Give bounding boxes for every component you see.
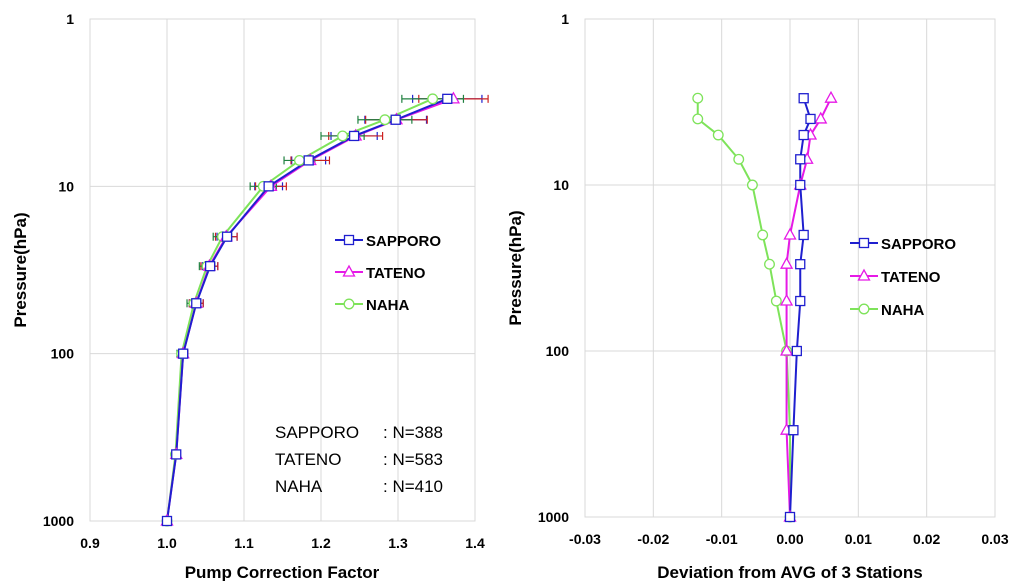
x-tick-label: 0.02 (913, 531, 940, 547)
data-point-sapporo (791, 345, 802, 357)
data-point-naha (379, 114, 391, 126)
data-point-sapporo (795, 154, 806, 165)
x-tick-label: -0.01 (706, 531, 738, 547)
legend-label: NAHA (366, 297, 409, 314)
plot-area (89, 18, 476, 522)
legend-marker (342, 264, 356, 277)
data-point-sapporo (204, 261, 216, 272)
x-tick-label: -0.03 (569, 531, 601, 547)
legend-marker (343, 234, 355, 246)
data-point-naha (757, 229, 769, 241)
data-point-naha (712, 129, 724, 141)
y-tick-label: 10 (58, 178, 74, 194)
data-point-naha (692, 92, 704, 104)
x-tick-label: 1.4 (465, 535, 485, 551)
x-tick-label: 1.3 (388, 535, 408, 551)
data-point-sapporo (348, 130, 360, 142)
data-point-sapporo (784, 511, 796, 523)
legend-label: NAHA (881, 302, 924, 319)
data-point-naha (764, 258, 775, 270)
data-point-sapporo (798, 129, 809, 141)
annotation-station: NAHA (275, 477, 323, 496)
data-point-naha (733, 153, 745, 165)
data-point-sapporo (390, 114, 401, 125)
data-point-tateno (779, 293, 794, 306)
x-tick-label: 0.00 (776, 531, 803, 547)
data-point-sapporo (795, 259, 806, 270)
data-point-naha (337, 130, 349, 142)
legend-label: TATENO (366, 265, 426, 282)
x-tick-label: 1.2 (311, 535, 331, 551)
annotation-station: TATENO (275, 450, 341, 469)
legend-marker (858, 237, 870, 249)
x-tick-label: 1.0 (157, 535, 177, 551)
data-point-sapporo (171, 449, 182, 460)
data-point-sapporo (178, 348, 189, 359)
x-tick-label: 0.01 (845, 531, 872, 547)
data-point-naha (746, 179, 758, 191)
x-axis-title: Deviation from AVG of 3 Stations (657, 563, 922, 581)
annotation-count: : N=583 (383, 450, 443, 469)
right-chart: -0.03 -0.02 -0.01 0.00 0.01 0.02 0.03 1 10 100 100… (506, 11, 1009, 581)
legend-marker (343, 298, 355, 310)
annotation-station: SAPPORO (275, 423, 359, 442)
data-point-sapporo (795, 295, 806, 307)
legend-label: SAPPORO (366, 233, 441, 250)
y-axis-title: Pressure(hPa) (506, 210, 525, 325)
x-axis-title: Pump Correction Factor (185, 563, 380, 581)
data-point-sapporo (798, 93, 809, 104)
y-tick-label: 1 (561, 11, 569, 27)
y-tick-label: 1000 (43, 513, 74, 529)
data-point-sapporo (263, 181, 274, 192)
legend-marker (857, 268, 871, 281)
legend-label: SAPPORO (881, 236, 956, 253)
x-tick-label: 1.1 (234, 535, 254, 551)
data-point-sapporo (788, 425, 799, 436)
data-point-tateno (824, 90, 838, 103)
data-point-naha (293, 154, 305, 166)
y-tick-label: 100 (546, 343, 570, 359)
data-point-sapporo (161, 515, 173, 527)
data-point-naha (692, 113, 704, 125)
x-tick-label: -0.02 (637, 531, 669, 547)
y-tick-label: 100 (51, 346, 75, 362)
annotation-count: : N=388 (383, 423, 443, 442)
data-point-sapporo (805, 113, 816, 125)
data-point-sapporo (221, 231, 233, 242)
legend-label: TATENO (881, 269, 941, 286)
data-point-tateno (779, 256, 794, 269)
annotation-count: : N=410 (383, 477, 443, 496)
x-tick-label: 0.9 (80, 535, 100, 551)
y-axis-title: Pressure(hPa) (11, 212, 30, 327)
data-point-sapporo (191, 298, 202, 309)
data-point-naha (770, 295, 782, 307)
y-tick-label: 1 (66, 11, 74, 27)
data-point-naha (427, 93, 439, 105)
data-point-tateno (783, 227, 797, 240)
left-chart: 0.9 1.0 1.1 1.2 1.3 1.4 1 10 100 1000 Pump Correct… (11, 11, 489, 581)
y-tick-label: 1000 (538, 509, 569, 525)
legend-marker (858, 303, 870, 315)
data-point-tateno (779, 343, 794, 356)
data-point-tateno (814, 111, 828, 124)
data-point-sapporo (303, 155, 314, 166)
x-tick-label: 0.03 (981, 531, 1008, 547)
data-point-sapporo (442, 93, 453, 104)
data-point-sapporo (798, 229, 809, 241)
y-tick-label: 10 (553, 177, 569, 193)
data-point-sapporo (795, 179, 806, 191)
